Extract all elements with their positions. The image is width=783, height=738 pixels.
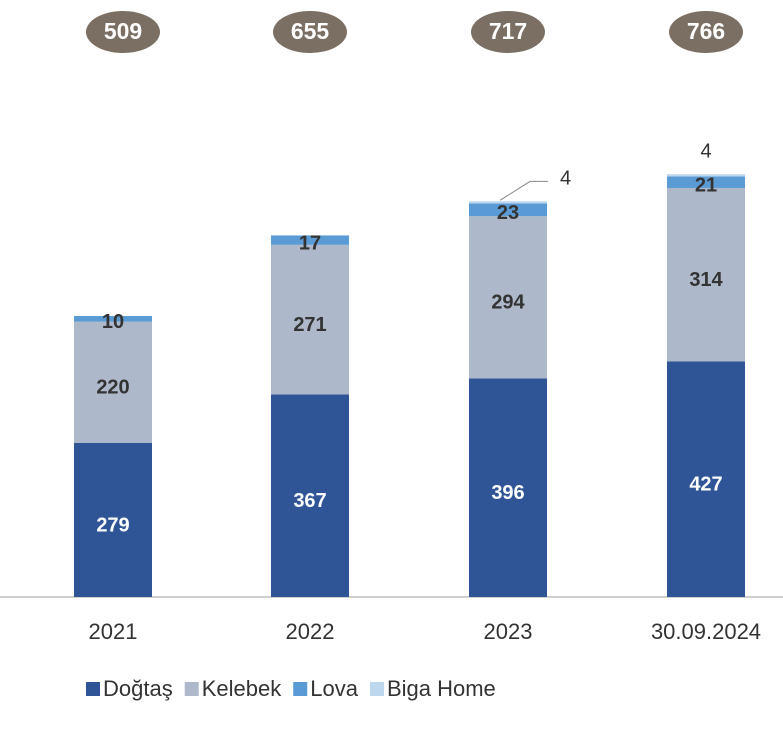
bar-segment xyxy=(271,235,349,245)
legend-label: Kelebek xyxy=(202,676,283,701)
total-label: 509 xyxy=(104,18,142,44)
x-tick-label: 2022 xyxy=(286,619,335,644)
legend-label: Biga Home xyxy=(387,676,496,701)
bar-segment xyxy=(469,378,547,597)
data-label: 23 xyxy=(497,202,519,224)
bar-segment xyxy=(667,187,745,362)
data-label: 4 xyxy=(560,168,571,190)
legend-swatch xyxy=(184,682,199,696)
data-label: 10 xyxy=(102,311,124,333)
total-badge xyxy=(273,11,347,53)
data-label: 220 xyxy=(96,377,129,399)
bar-segment xyxy=(271,394,349,597)
legend-label: Doğtaş xyxy=(103,676,173,701)
data-label: 271 xyxy=(293,314,326,336)
data-label: 396 xyxy=(491,482,524,504)
bar-segment xyxy=(469,203,547,217)
data-label: 279 xyxy=(96,514,129,536)
data-label: 427 xyxy=(689,473,722,495)
total-badge xyxy=(669,11,743,53)
data-label: 367 xyxy=(293,490,326,512)
total-badge xyxy=(471,11,545,53)
total-label: 717 xyxy=(489,18,527,44)
data-label: 294 xyxy=(491,292,525,314)
x-tick-label: 30.09.2024 xyxy=(651,619,761,644)
legend-label: Lova xyxy=(310,676,358,701)
bar-segment xyxy=(271,244,349,395)
data-label: 314 xyxy=(689,269,723,291)
legend-swatch xyxy=(369,682,384,696)
bar-segment xyxy=(667,176,745,188)
bar-segment xyxy=(74,442,152,597)
leader-line xyxy=(499,180,548,201)
data-label: 21 xyxy=(695,174,717,196)
total-badge xyxy=(86,11,160,53)
bar-segment xyxy=(667,174,745,177)
x-tick-label: 2021 xyxy=(89,619,138,644)
bar-segment xyxy=(74,316,152,322)
total-label: 766 xyxy=(687,18,725,44)
x-tick-label: 2023 xyxy=(484,619,533,644)
bar-segment xyxy=(469,201,547,204)
total-label: 655 xyxy=(291,18,330,44)
legend-swatch xyxy=(86,682,100,696)
bar-segment xyxy=(469,216,547,379)
data-label: 4 xyxy=(700,140,711,162)
legend-swatch xyxy=(293,682,308,696)
data-label: 17 xyxy=(299,232,321,254)
bar-segment xyxy=(667,361,745,597)
bar-segment xyxy=(74,321,152,443)
